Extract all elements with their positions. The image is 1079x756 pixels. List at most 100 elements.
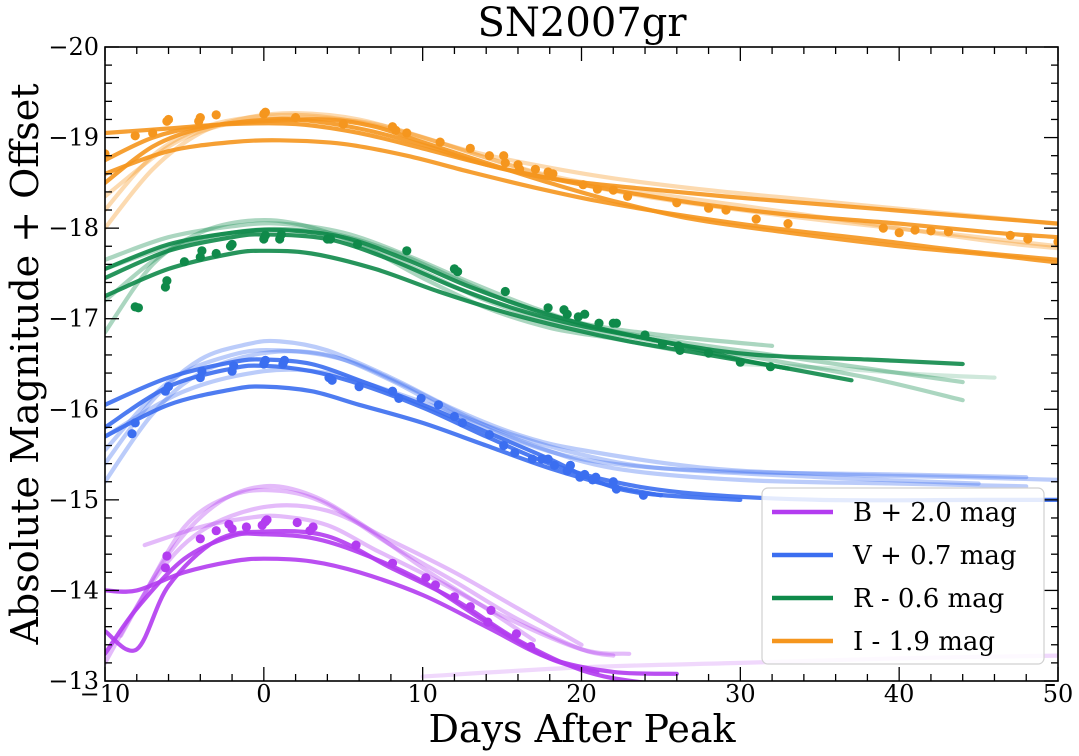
legend-box: [761, 487, 1045, 665]
data-point-i: [1005, 230, 1015, 240]
template-curve-r-6: [105, 227, 775, 348]
data-point-b: [421, 573, 431, 583]
data-point-v: [549, 460, 560, 470]
data-points-layer: [105, 107, 1058, 652]
data-point-r: [227, 239, 237, 249]
data-point-v: [354, 382, 364, 392]
template-curve-b-0: [105, 531, 600, 674]
legend: B + 2.0 mag V + 0.7 mag R - 0.6 mag I - 1.9…: [761, 487, 1045, 665]
data-point-v: [387, 386, 398, 396]
data-point-v: [565, 460, 576, 470]
data-point-i: [211, 110, 221, 120]
data-point-i: [1023, 234, 1033, 244]
data-point-i: [402, 128, 412, 138]
template-curves-layer: [105, 110, 1058, 681]
data-point-i: [163, 114, 174, 125]
data-point-i: [515, 164, 525, 174]
template-curve-r-2: [105, 232, 791, 371]
template-curve-v-3: [105, 338, 1058, 482]
x-tick-label: 0: [256, 680, 271, 708]
data-point-b: [211, 526, 221, 536]
template-curve-r-1: [105, 227, 965, 367]
data-point-r: [611, 318, 622, 328]
data-point-v: [580, 469, 590, 480]
data-point-r: [657, 339, 668, 349]
template-curve-i-3: [105, 121, 1058, 240]
data-point-r: [735, 357, 745, 367]
legend-label: V + 0.7 mag: [852, 541, 1017, 571]
data-point-b: [430, 580, 440, 590]
data-point-i: [894, 228, 904, 238]
chart-title: SN2007gr: [478, 0, 688, 46]
data-point-b: [195, 534, 205, 544]
data-point-i: [878, 223, 888, 233]
template-curve-i-4: [105, 112, 1058, 226]
data-point-v: [537, 454, 547, 464]
data-point-i: [260, 107, 270, 117]
x-tick-label: 20: [566, 680, 597, 708]
data-point-v: [327, 375, 337, 385]
data-point-r: [352, 239, 363, 249]
template-curve-r-7: [738, 361, 997, 380]
data-point-b: [387, 558, 398, 568]
data-point-b: [241, 522, 251, 532]
template-curve-b-5: [134, 487, 616, 658]
data-point-v: [279, 355, 290, 365]
data-point-b: [351, 540, 361, 550]
x-tick-label: 30: [725, 680, 756, 708]
tick-labels: −10 0 10 20 30 40 50 −20 −19 −18 −17 −16 −15 −14 −13: [48, 33, 1073, 708]
data-point-r: [765, 362, 776, 372]
legend-label: I - 1.9 mag: [853, 627, 995, 657]
data-point-b: [486, 605, 496, 616]
data-point-v: [163, 382, 174, 392]
data-point-i: [578, 180, 588, 190]
data-point-i: [291, 113, 301, 123]
data-point-b: [483, 617, 493, 627]
template-curve-i-0: [105, 138, 1058, 262]
data-point-b: [308, 522, 318, 532]
y-tick-label: −18: [48, 214, 99, 242]
data-point-v: [611, 484, 622, 494]
data-point-i: [435, 137, 445, 147]
y-axis-label: Absolute Magnitude + Offset: [3, 83, 47, 645]
data-point-r: [133, 303, 143, 313]
template-curve-v-5: [105, 347, 1029, 489]
data-point-i: [195, 113, 205, 123]
data-point-b: [449, 592, 459, 602]
data-point-i: [148, 128, 158, 138]
legend-label: B + 2.0 mag: [853, 498, 1017, 528]
data-point-b: [160, 563, 170, 573]
data-point-i: [910, 225, 920, 235]
x-tick-label: 10: [407, 680, 438, 708]
y-tick-label: −15: [48, 486, 99, 514]
data-point-r: [500, 286, 510, 297]
data-point-r: [197, 246, 207, 256]
data-point-r: [276, 229, 286, 240]
data-point-r: [594, 318, 604, 328]
data-point-r: [675, 345, 685, 355]
data-point-v: [394, 393, 404, 403]
data-point-i: [751, 214, 761, 224]
plot-frame: [104, 46, 1059, 682]
data-point-r: [580, 309, 590, 319]
y-tick-label: −14: [48, 576, 99, 604]
x-tick-label: 50: [1043, 680, 1074, 708]
template-curve-r-5: [105, 226, 965, 403]
data-point-v: [127, 429, 137, 439]
data-point-i: [926, 226, 936, 236]
data-point-i: [592, 184, 603, 194]
data-point-v: [527, 454, 537, 464]
y-tick-label: −13: [48, 667, 99, 695]
data-point-r: [543, 303, 553, 313]
data-point-i: [1053, 237, 1058, 247]
data-point-i: [530, 164, 541, 174]
data-point-v: [260, 355, 270, 365]
data-point-v: [449, 411, 459, 422]
data-point-v: [638, 490, 649, 500]
data-point-i: [783, 219, 793, 229]
y-tick-label: −17: [48, 305, 99, 333]
data-point-v: [510, 448, 520, 458]
template-curve-v-6: [105, 367, 981, 486]
template-curve-r-3: [105, 221, 965, 385]
y-tick-label: −16: [48, 395, 99, 423]
